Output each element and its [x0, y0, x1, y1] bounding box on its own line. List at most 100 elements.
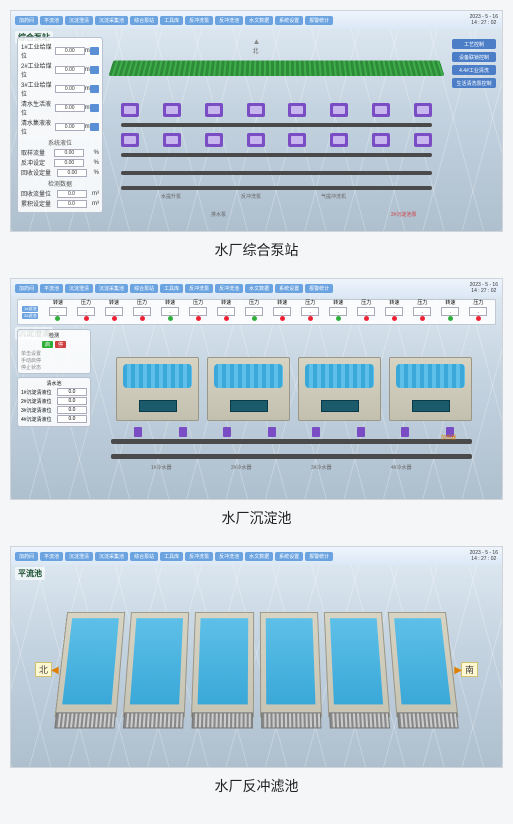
- filter-tank[interactable]: [259, 612, 321, 717]
- nav-btn[interactable]: 加药间: [15, 552, 38, 561]
- wash-button[interactable]: 4.4#工业清洗: [452, 65, 496, 75]
- valve-icon[interactable]: [401, 427, 409, 437]
- pipe-label: 2#沉淀池泵: [391, 211, 417, 218]
- start-btn[interactable]: 启: [42, 341, 53, 348]
- pump-icon[interactable]: [121, 133, 139, 147]
- panel-title: 平流池: [15, 567, 45, 580]
- nav-btn[interactable]: 反冲洗泵: [185, 284, 213, 293]
- north-label: 北: [35, 662, 52, 677]
- nav-btn[interactable]: 系统设置: [275, 16, 303, 25]
- pump-icon[interactable]: [288, 103, 306, 117]
- nav-btn[interactable]: 系统设置: [275, 552, 303, 561]
- nav-btn[interactable]: 工具库: [160, 16, 183, 25]
- valve-icon[interactable]: [223, 427, 231, 437]
- nav-btn[interactable]: 加药间: [15, 284, 38, 293]
- caption: 水厂沉淀池: [10, 508, 503, 528]
- pipe: [121, 123, 432, 127]
- nav-btn[interactable]: 反冲洗泵: [185, 16, 213, 25]
- nav-btn[interactable]: 反冲洗池: [215, 284, 243, 293]
- pump-icon[interactable]: [414, 133, 432, 147]
- nav-btn[interactable]: 水文数据: [245, 284, 273, 293]
- pump-icon[interactable]: [288, 133, 306, 147]
- set-btn[interactable]: [90, 66, 99, 74]
- tank[interactable]: [207, 357, 290, 421]
- tank-row: [116, 357, 472, 421]
- process-control-button[interactable]: 工艺控制: [452, 39, 496, 49]
- set-btn[interactable]: [90, 104, 99, 112]
- pump-icon[interactable]: [121, 103, 139, 117]
- pipe-label: 3#冷水器: [311, 464, 332, 471]
- pump-icon[interactable]: [163, 133, 181, 147]
- nav-btn[interactable]: 沉淀采集池: [95, 284, 128, 293]
- pipe-label: 反冲洗泵: [241, 193, 261, 200]
- right-button-group: 工艺控制 设备联锁控制 4.4#工业清洗 生活清洗泵控制: [452, 39, 496, 88]
- nav-btn[interactable]: 工具库: [160, 284, 183, 293]
- scada-panel-filter: 加药间 平流池 沉淀澄清 沉淀采集池 综合泵站 工具库 反冲洗泵 反冲洗池 水文…: [10, 546, 503, 768]
- valve-icon[interactable]: [312, 427, 320, 437]
- filter-tank[interactable]: [123, 612, 190, 717]
- nav-btn[interactable]: 沉淀采集池: [95, 16, 128, 25]
- filter-row: [55, 612, 459, 717]
- valve-icon[interactable]: [179, 427, 187, 437]
- pipe-label: 4#冷水器: [391, 464, 412, 471]
- nav-btn[interactable]: 平流池: [40, 552, 63, 561]
- filter-tank[interactable]: [324, 612, 391, 717]
- interlock-control-button[interactable]: 设备联锁控制: [452, 52, 496, 62]
- nav-btn[interactable]: 工具库: [160, 552, 183, 561]
- nav-btn[interactable]: 加药间: [15, 16, 38, 25]
- nav-btn[interactable]: 沉淀采集池: [95, 552, 128, 561]
- pump-icon[interactable]: [205, 103, 223, 117]
- status-strip: 1#滤池 2#滤池 转速- 压力- 转速- 压力- 转速- 压力- 转速- 压力…: [17, 299, 496, 325]
- pipe-label: 2#冷水器: [231, 464, 252, 471]
- nav-btn[interactable]: 反冲洗泵: [185, 552, 213, 561]
- valve-icon[interactable]: [268, 427, 276, 437]
- set-btn[interactable]: [90, 47, 99, 55]
- nav-btn[interactable]: 平流池: [40, 16, 63, 25]
- pipe: [111, 454, 472, 459]
- nav-btn[interactable]: 综合泵站: [130, 284, 158, 293]
- valve-icon[interactable]: [134, 427, 142, 437]
- pipe-label: 1#冷水器: [151, 464, 172, 471]
- pipe: [121, 153, 432, 157]
- nav-btn[interactable]: 水文数据: [245, 552, 273, 561]
- pipe-label: 气提冲洗机: [321, 193, 346, 200]
- nav-btn[interactable]: 沉淀澄清: [65, 552, 93, 561]
- topbar: 加药间 平流池 沉淀澄清 沉淀采集池 综合泵站 工具库 反冲洗泵 反冲洗池 水文…: [11, 279, 502, 298]
- pipe-label: 加热器: [441, 434, 456, 441]
- arrow-right-icon: ▶: [454, 665, 462, 676]
- tank[interactable]: [116, 357, 199, 421]
- nav-btn[interactable]: 报警统计: [305, 552, 333, 561]
- filter-tank[interactable]: [55, 612, 126, 717]
- filter-tank[interactable]: [388, 612, 459, 717]
- pump-icon[interactable]: [163, 103, 181, 117]
- nav-btn[interactable]: 水文数据: [245, 16, 273, 25]
- valve-icon[interactable]: [357, 427, 365, 437]
- nav-btn[interactable]: 反冲洗池: [215, 552, 243, 561]
- nav-btn[interactable]: 报警统计: [305, 16, 333, 25]
- tank[interactable]: [298, 357, 381, 421]
- set-btn[interactable]: [90, 123, 99, 131]
- nav-btn[interactable]: 综合泵站: [130, 16, 158, 25]
- nav-btn[interactable]: 平流池: [40, 284, 63, 293]
- nav-btn[interactable]: 沉淀澄清: [65, 284, 93, 293]
- pump-icon[interactable]: [330, 103, 348, 117]
- pump-icon[interactable]: [414, 103, 432, 117]
- nav-btn[interactable]: 综合泵站: [130, 552, 158, 561]
- stop-btn[interactable]: 停: [55, 341, 66, 348]
- pump-icon[interactable]: [330, 133, 348, 147]
- filter-btn[interactable]: 2#滤池: [22, 313, 38, 319]
- pump-icon[interactable]: [372, 103, 390, 117]
- filter-btn[interactable]: 1#滤池: [22, 306, 38, 312]
- pump-icon[interactable]: [247, 133, 265, 147]
- pump-icon[interactable]: [247, 103, 265, 117]
- set-btn[interactable]: [90, 85, 99, 93]
- filter-tank[interactable]: [191, 612, 253, 717]
- life-pump-button[interactable]: 生活清洗泵控制: [452, 78, 496, 88]
- nav-btn[interactable]: 系统设置: [275, 284, 303, 293]
- nav-btn[interactable]: 报警统计: [305, 284, 333, 293]
- pump-icon[interactable]: [372, 133, 390, 147]
- pump-icon[interactable]: [205, 133, 223, 147]
- tank[interactable]: [389, 357, 472, 421]
- nav-btn[interactable]: 沉淀澄清: [65, 16, 93, 25]
- nav-btn[interactable]: 反冲洗池: [215, 16, 243, 25]
